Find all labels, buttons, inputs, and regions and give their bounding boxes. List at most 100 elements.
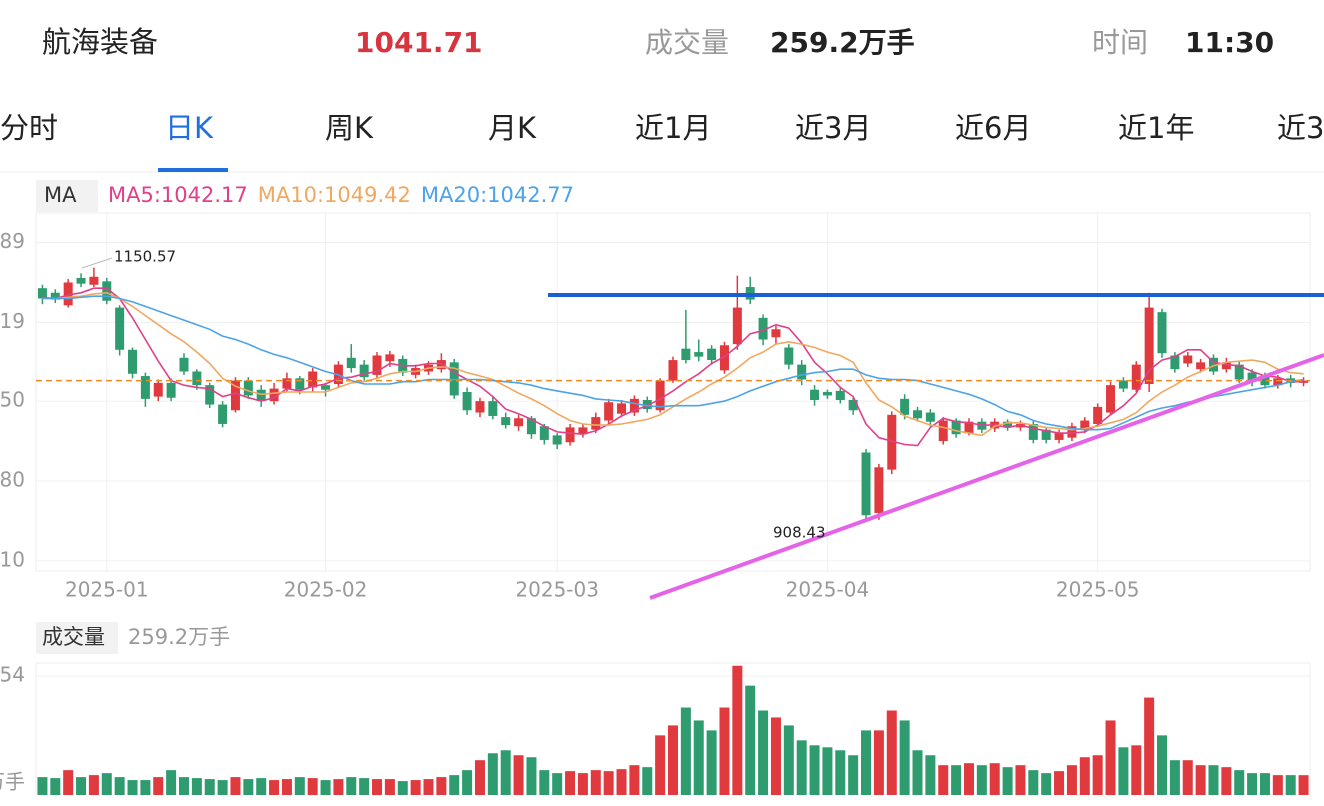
volume-bar (1054, 771, 1065, 795)
candle-body (1067, 426, 1077, 438)
volume-bar (513, 755, 524, 795)
volume-bar (320, 780, 331, 795)
candle-body (578, 427, 588, 435)
stock-name: 航海装备 (42, 25, 158, 59)
candle-body (771, 329, 781, 338)
tab[interactable]: 近3年 (1277, 111, 1324, 145)
indicator-label: MA (44, 183, 77, 207)
volume-bar (114, 777, 125, 795)
candle-body (230, 380, 240, 411)
candle-body (205, 385, 215, 405)
volume-bar (706, 730, 717, 795)
volume-bar (1041, 773, 1052, 795)
volume-bar (294, 777, 305, 795)
volume-bar (925, 755, 936, 795)
volume-bar (410, 780, 421, 795)
volume-bar (436, 777, 447, 795)
candle-body (179, 357, 189, 372)
y-tick-label: 1119 (0, 309, 25, 333)
candle-body (874, 467, 884, 513)
candle-body (591, 417, 601, 430)
volume-bar (1144, 697, 1155, 795)
candle-body (822, 392, 832, 396)
candle-body (1041, 429, 1051, 440)
candle-body (1273, 378, 1283, 386)
candle-body (938, 420, 948, 442)
tab[interactable]: 近6月 (955, 111, 1031, 145)
candle-body (359, 364, 369, 378)
volume-bar (63, 770, 74, 795)
candle-body (1183, 355, 1193, 364)
volume-bar (848, 755, 859, 795)
candle-body (385, 354, 395, 362)
candle-body (1118, 380, 1128, 389)
volume-bar (1118, 747, 1129, 795)
y-tick-label: 980 (0, 468, 25, 492)
stock-price: 1041.71 (355, 26, 483, 59)
volume-bar (1002, 767, 1013, 795)
volume-bar (719, 707, 730, 795)
volume-bar (1066, 765, 1077, 795)
tab[interactable]: 月K (488, 111, 537, 145)
volume-bar (462, 770, 473, 795)
y-tick-label: 1554 (0, 663, 25, 687)
volume-bar (487, 753, 498, 795)
candle-body (1208, 357, 1218, 372)
tab[interactable]: 分时 (0, 111, 58, 145)
volume-bar (1259, 773, 1270, 795)
volume-bar (37, 777, 48, 795)
volume-bar (693, 720, 704, 795)
candle-body (282, 378, 292, 389)
tab[interactable]: 近1年 (1118, 111, 1194, 145)
candle-body (784, 347, 794, 365)
candle-body (797, 364, 807, 380)
volume-bar (1182, 760, 1193, 795)
tab[interactable]: 周K (325, 111, 374, 145)
volume-bar (745, 685, 756, 795)
candle-body (1003, 421, 1013, 428)
candle-body (153, 382, 163, 397)
candle-body (526, 418, 536, 435)
volume-bar (770, 717, 781, 795)
volume-bar (1015, 765, 1026, 795)
candle-body (50, 292, 60, 300)
tab[interactable]: 近3月 (795, 111, 871, 145)
candle-body (887, 414, 897, 470)
candle-body (475, 401, 485, 413)
volume-bar (1208, 765, 1219, 795)
tab[interactable]: 日K (165, 111, 214, 145)
candle-body (951, 420, 961, 435)
tab[interactable]: 近1月 (635, 111, 711, 145)
candle-body (565, 427, 575, 443)
annotation-leader (81, 257, 113, 269)
volume-bar (758, 710, 769, 795)
candle-body (617, 403, 627, 414)
volume-bar (526, 757, 537, 795)
candle-body (488, 401, 498, 416)
volume-label: 成交量 (645, 26, 729, 59)
volume-bar (1169, 760, 1180, 795)
legend-entry: MA5:1042.17 (108, 183, 248, 207)
volume-bar (976, 765, 987, 795)
candle-body (128, 349, 138, 374)
volume-bar (809, 745, 820, 795)
volume-bar (861, 730, 872, 795)
candle-body (629, 398, 639, 413)
y-unit-label: 万手 (0, 770, 25, 794)
candle-body (243, 380, 253, 396)
volume-bar (539, 770, 550, 795)
candle-body (848, 400, 858, 411)
volume-bar (101, 773, 112, 795)
candle-body (913, 410, 923, 419)
volume-bar (680, 707, 691, 795)
volume-bar (1195, 765, 1206, 795)
candle-body (1170, 355, 1180, 370)
volume-bar (912, 750, 923, 795)
candle-body (295, 378, 305, 390)
candle-body (192, 371, 202, 386)
candle-body (372, 355, 382, 375)
candle-body (436, 360, 446, 370)
candle-body (166, 382, 176, 398)
volume-bar (204, 779, 215, 795)
